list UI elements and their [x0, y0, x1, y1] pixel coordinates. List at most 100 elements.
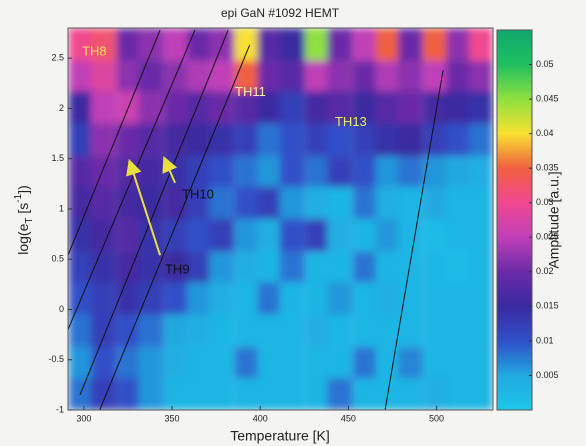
heat-cell — [116, 282, 141, 316]
heat-cell — [469, 282, 493, 316]
heat-cell — [469, 186, 493, 220]
y-tick-label: -1 — [56, 404, 64, 414]
fit-line — [79, 29, 229, 396]
heat-cell — [164, 347, 188, 379]
heat-cell — [116, 28, 141, 61]
heat-cell — [187, 251, 211, 284]
heat-cell — [446, 186, 470, 220]
heat-cell — [116, 378, 141, 410]
plot-area — [68, 28, 493, 410]
heat-cell — [397, 282, 424, 316]
heat-cell — [209, 314, 235, 348]
heat-cell — [279, 378, 305, 410]
heat-cell — [397, 123, 424, 157]
heat-cell — [279, 282, 305, 316]
heat-cell — [90, 347, 117, 379]
heat-cell — [234, 186, 259, 220]
x-axis-label: Temperature [K] — [230, 428, 330, 444]
heat-cell — [423, 219, 447, 252]
heat-cell — [446, 378, 470, 410]
heat-cell — [352, 186, 377, 220]
heat-cell — [397, 156, 424, 188]
heat-cell — [187, 282, 211, 316]
heat-cell — [423, 186, 447, 220]
heat-cell — [352, 60, 377, 93]
heat-cell — [305, 378, 329, 410]
colorbar-tick-label: 0.035 — [536, 163, 559, 173]
y-tick-label: 0.5 — [51, 254, 64, 264]
heat-cell — [234, 91, 259, 125]
heat-cell — [397, 347, 424, 379]
heat-cell — [257, 347, 282, 379]
heat-cell — [469, 251, 493, 284]
heat-cell — [352, 282, 377, 316]
heat-cell — [209, 282, 235, 316]
heat-cell — [446, 282, 470, 316]
heat-cell — [187, 186, 211, 220]
heat-cell — [209, 60, 235, 93]
heat-cell — [90, 378, 117, 410]
heat-cell — [116, 251, 141, 284]
y-axis-label: log(eT [s-1]) — [13, 185, 35, 255]
heat-cell — [305, 347, 329, 379]
y-tick-label: 0 — [59, 304, 64, 314]
heat-cell — [423, 347, 447, 379]
heat-cell — [327, 60, 353, 93]
heat-cell — [164, 60, 188, 93]
heat-cell — [90, 28, 117, 61]
y-axis-label-part: -1 — [13, 193, 24, 202]
heat-cell — [257, 251, 282, 284]
heat-cell — [352, 314, 377, 348]
heat-cell — [209, 123, 235, 157]
heat-cell — [423, 28, 447, 61]
y-tick-label: 1 — [59, 203, 64, 213]
annotation: TH13 — [335, 114, 367, 129]
heat-cell — [352, 28, 377, 61]
heat-cell — [234, 60, 259, 93]
heat-cell — [279, 28, 305, 61]
heat-cell — [257, 282, 282, 316]
heat-cell — [138, 378, 164, 410]
colorbar-tick-label: 0.015 — [536, 301, 559, 311]
heat-cell — [138, 28, 164, 61]
heat-cell — [375, 347, 400, 379]
heat-cell — [352, 219, 377, 252]
heat-cell — [209, 186, 235, 220]
heat-cell — [305, 28, 329, 61]
heat-cell — [469, 219, 493, 252]
heat-cell — [164, 156, 188, 188]
heat-cell — [90, 91, 117, 125]
x-tick-label: 500 — [429, 413, 444, 423]
heat-cell — [209, 28, 235, 61]
heat-cell — [187, 91, 211, 125]
plot-frame — [67, 27, 494, 411]
heat-cell — [90, 60, 117, 93]
heat-cell — [187, 28, 211, 61]
heat-cell — [164, 282, 188, 316]
y-tick-label: 2.5 — [51, 53, 64, 63]
annotation: TH10 — [182, 186, 214, 201]
colorbar-tick-label: 0.045 — [536, 93, 559, 103]
heat-cell — [375, 156, 400, 188]
colorbar-tick-label: 0.04 — [536, 128, 554, 138]
y-axis-label-part: T — [24, 218, 35, 224]
heat-cell — [234, 251, 259, 284]
heat-cell — [327, 156, 353, 188]
heat-cell — [257, 186, 282, 220]
heat-cell — [352, 156, 377, 188]
heat-cell — [187, 60, 211, 93]
heat-cell — [279, 314, 305, 348]
heat-cell — [234, 28, 259, 61]
heat-cell — [375, 314, 400, 348]
heat-cell — [68, 28, 93, 61]
heat-cell — [209, 347, 235, 379]
heat-cell — [138, 91, 164, 125]
heat-cell — [469, 123, 493, 157]
heat-cell — [305, 251, 329, 284]
heat-cell — [116, 314, 141, 348]
annotation: TH11 — [235, 84, 266, 99]
heat-cell — [423, 91, 447, 125]
colorbar-tick-label: 0.025 — [536, 232, 559, 242]
heat-cell — [375, 28, 400, 61]
heat-cell — [469, 91, 493, 125]
